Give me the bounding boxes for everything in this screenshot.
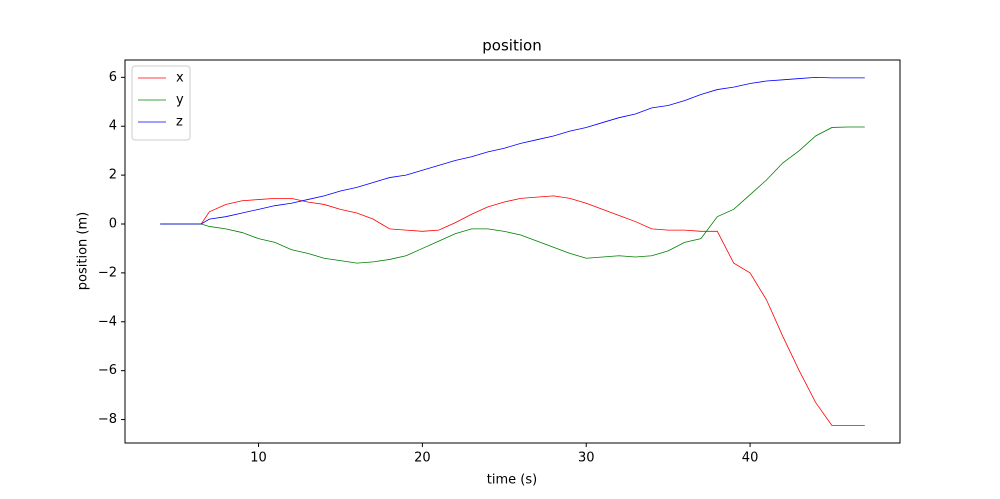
x-axis-label: time (s) [487,473,537,488]
legend-label: x [176,71,184,86]
y-tick-label: 4 [109,119,117,134]
legend-box [131,65,191,141]
x-tick-label: 20 [414,451,431,466]
y-tick-label: −4 [98,314,117,329]
y-tick-label: −2 [98,265,117,280]
x-tick-label: 30 [578,451,595,466]
series-line [160,195,865,427]
legend-label: y [176,93,184,108]
chart-title: position [482,37,541,55]
y-tick-label: 6 [109,70,117,85]
y-tick-label: 2 [109,168,117,183]
y-tick-label: −6 [98,363,117,378]
y-tick-label: −8 [98,412,117,427]
plot-frame [124,59,901,444]
x-tick-label: 10 [250,451,267,466]
legend-label: z [176,115,183,130]
x-tick-label: 40 [742,451,759,466]
y-axis-label: position (m) [76,212,91,290]
y-tick-label: 0 [109,217,117,232]
series-line [160,76,865,225]
series-line [160,126,865,264]
